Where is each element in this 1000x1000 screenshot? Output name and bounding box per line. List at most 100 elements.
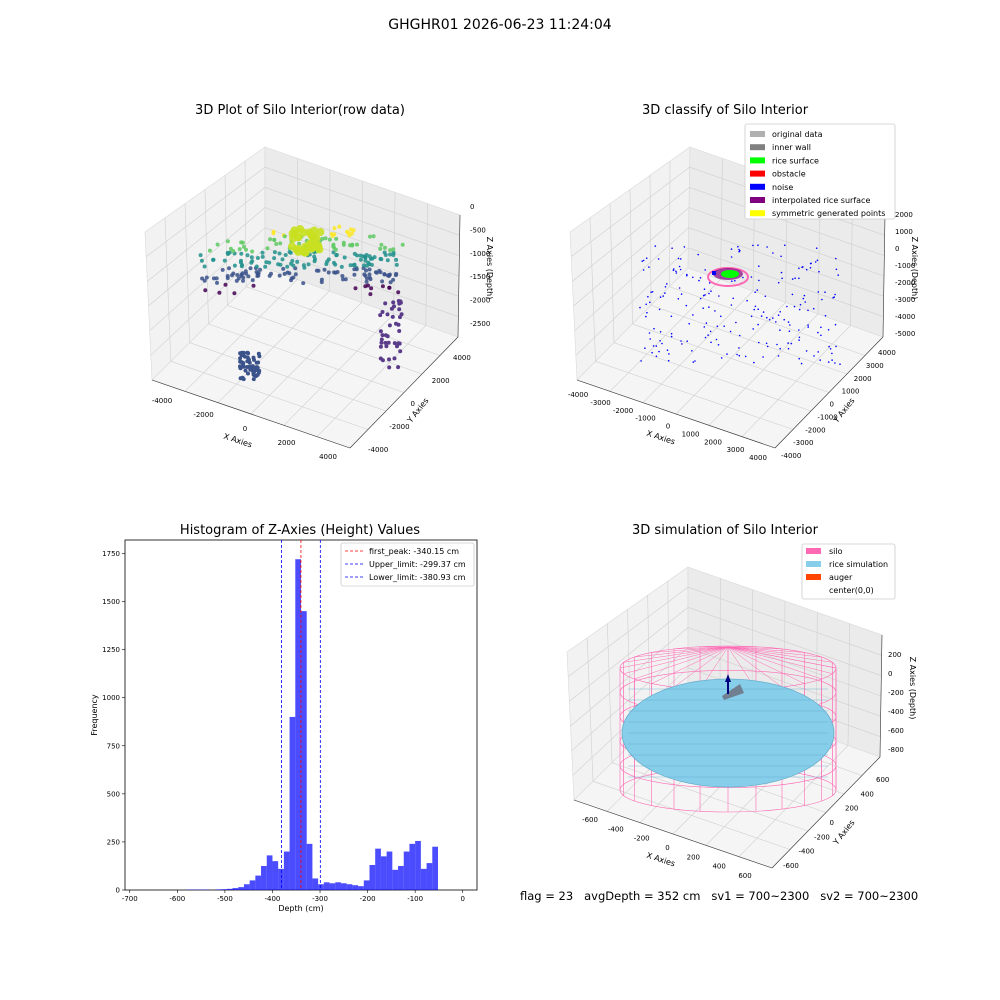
histogram-bar	[261, 865, 267, 890]
x-tick-label: -400	[608, 825, 624, 833]
z-axis-line	[882, 214, 886, 338]
histogram-bar	[386, 851, 393, 890]
scatter-point	[249, 260, 254, 265]
histogram-bar	[232, 888, 239, 890]
z-tick-label: 200	[888, 651, 901, 659]
silo-roof-rib	[651, 646, 729, 684]
x-tick-label: -500	[217, 895, 233, 903]
y-tick-label: -4000	[368, 446, 388, 454]
scatter-point	[343, 277, 348, 282]
scatter-point	[240, 375, 245, 380]
scatter-point	[301, 263, 306, 268]
scatter-point	[369, 262, 374, 267]
noise-point	[800, 362, 803, 365]
noise-point	[824, 314, 827, 317]
scatter-point	[200, 276, 205, 281]
noise-point	[762, 311, 765, 313]
scatter-point	[333, 270, 338, 275]
x-tick-label: -4000	[152, 397, 172, 405]
scatter-point	[227, 266, 231, 271]
scatter-point	[245, 350, 250, 355]
noise-point	[735, 321, 737, 324]
scatter-point	[350, 243, 355, 248]
scatter-point	[276, 262, 281, 267]
histogram-bar	[238, 887, 244, 890]
scatter-point	[268, 237, 273, 242]
z-axis-label: Z Axies (Depth)	[908, 657, 917, 720]
z-tick-label: -2000	[470, 297, 490, 305]
scatter-point	[341, 277, 345, 282]
x-tick-label: 2000	[278, 439, 296, 447]
noise-point	[671, 247, 673, 249]
noise-point	[723, 325, 725, 328]
scatter-point	[379, 340, 384, 345]
scatter-point	[282, 271, 287, 276]
noise-point	[750, 276, 753, 278]
y-tick-label: -3000	[793, 439, 813, 447]
noise-point	[699, 277, 702, 279]
scatter-point	[291, 229, 299, 238]
x-tick-label: -1000	[635, 415, 655, 423]
scatter-point	[199, 258, 204, 263]
scatter-point	[378, 246, 383, 251]
scatter-point	[398, 349, 403, 354]
x-tick-label: 2000	[704, 438, 722, 446]
scatter-point	[398, 315, 402, 320]
y-tick-label: 1250	[102, 646, 120, 654]
noise-point	[710, 290, 712, 293]
noise-point	[639, 306, 641, 309]
z-tick-label: 0	[470, 203, 474, 211]
noise-point	[648, 332, 651, 334]
scatter-point	[241, 278, 245, 283]
y-tick-label: 1000	[842, 388, 860, 396]
noise-point	[780, 255, 782, 258]
histogram-bar	[221, 889, 227, 890]
noise-point	[648, 266, 650, 268]
y-axis-label: Y Axies	[831, 396, 857, 425]
silo-roof-rib	[727, 646, 822, 680]
noise-point	[793, 305, 796, 308]
scatter-point	[391, 247, 396, 252]
y-tick-label: 250	[107, 838, 120, 846]
noise-point	[718, 295, 720, 297]
noise-point	[672, 269, 675, 272]
noise-point	[835, 345, 837, 348]
scatter-point	[248, 366, 253, 371]
scatter-point	[358, 257, 363, 262]
scatter-point	[295, 259, 300, 264]
noise-point	[651, 291, 654, 293]
noise-point	[681, 343, 683, 345]
scatter-point	[334, 236, 339, 241]
scatter-point	[354, 267, 359, 272]
scatter-point	[251, 370, 256, 375]
noise-point	[766, 246, 768, 248]
noise-point	[664, 286, 667, 288]
noise-point	[818, 270, 820, 273]
scatter-point	[246, 357, 251, 362]
noise-point	[646, 311, 648, 314]
scatter-point	[246, 371, 250, 376]
scatter-point	[379, 337, 384, 342]
noise-point	[683, 246, 686, 248]
scatter-point	[238, 356, 243, 361]
scatter-point	[368, 292, 373, 297]
scatter-point	[342, 255, 347, 260]
scatter-point	[400, 242, 405, 247]
noise-point	[655, 355, 658, 358]
noise-point	[765, 342, 768, 345]
histogram-bar	[255, 875, 262, 890]
legend-box	[801, 543, 896, 600]
histogram-bar	[352, 885, 359, 890]
noise-point	[677, 298, 680, 300]
scatter-point	[394, 257, 399, 262]
scatter-point	[396, 341, 401, 346]
legend-label: inner wall	[772, 143, 811, 152]
noise-point	[758, 265, 760, 268]
scatter-point	[380, 358, 385, 363]
noise-point	[658, 308, 661, 311]
legend-swatch	[806, 548, 821, 554]
noise-point	[754, 291, 756, 294]
x-tick-label: -600	[582, 816, 598, 824]
noise-point	[769, 319, 771, 321]
x-tick-label: -200	[634, 835, 650, 843]
